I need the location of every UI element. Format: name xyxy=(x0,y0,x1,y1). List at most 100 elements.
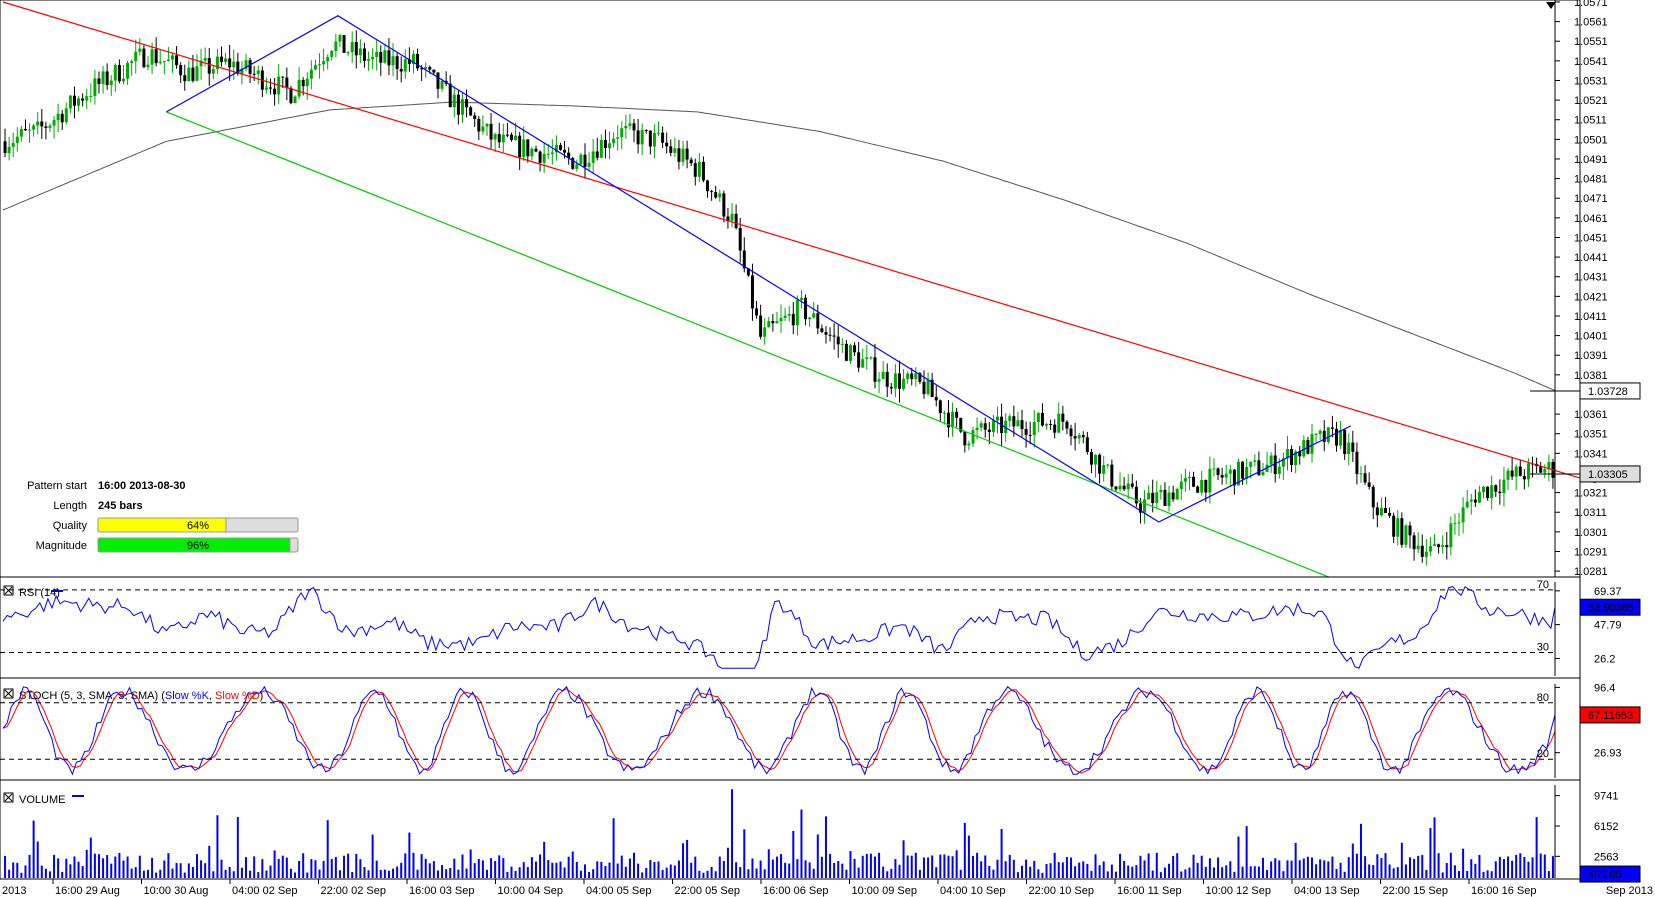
rsi-title: RSI (14) xyxy=(19,587,60,599)
candle-body xyxy=(1408,525,1412,536)
candle-body xyxy=(816,313,820,329)
volume-bar xyxy=(865,853,868,878)
candle xyxy=(375,40,379,71)
volume-bar xyxy=(200,860,203,878)
volume-bar xyxy=(48,871,51,878)
candle xyxy=(485,123,489,136)
candle xyxy=(126,60,130,85)
volume-bar xyxy=(1396,867,1399,878)
volume-bar xyxy=(1286,860,1289,878)
volume-bar xyxy=(506,871,509,878)
candle xyxy=(722,190,726,223)
volume-bar xyxy=(833,862,836,878)
candle xyxy=(1477,485,1481,504)
candle xyxy=(11,132,15,158)
candle xyxy=(951,402,955,437)
candle-body xyxy=(1502,479,1506,494)
candle xyxy=(844,339,848,362)
magnitude-value: 96% xyxy=(187,540,209,552)
time-tick-label: 16:00 11 Sep xyxy=(1117,885,1182,897)
volume-bar xyxy=(890,868,893,878)
candle xyxy=(526,139,530,163)
volume-bar xyxy=(392,868,395,878)
volume-bar xyxy=(310,859,313,878)
candle-body xyxy=(395,56,399,69)
volume-bar xyxy=(196,854,198,878)
price-tick-label: 1.0381 xyxy=(1574,370,1608,382)
candle-body xyxy=(1110,464,1114,487)
volume-bar xyxy=(1519,853,1522,878)
volume-bar xyxy=(1380,857,1383,878)
candle-body xyxy=(68,95,72,109)
candle xyxy=(1028,421,1032,445)
candle-body xyxy=(767,321,771,328)
volume-bar xyxy=(318,869,321,878)
volume-bar xyxy=(853,858,856,878)
price-tick-label: 1.0501 xyxy=(1574,134,1608,146)
volume-bar xyxy=(400,862,403,878)
candle-body xyxy=(689,159,693,164)
candle xyxy=(934,385,938,407)
volume-bar xyxy=(408,832,411,878)
candle-body xyxy=(142,48,146,68)
volume-bar xyxy=(1302,858,1305,878)
candle xyxy=(755,300,759,319)
volume-bar xyxy=(85,849,88,878)
candle xyxy=(657,121,661,136)
candle xyxy=(869,356,873,360)
candle xyxy=(1045,422,1049,430)
candle-body xyxy=(375,51,379,57)
candle-body xyxy=(799,297,803,300)
candle-body xyxy=(558,145,562,150)
candle xyxy=(644,129,648,134)
candle-body xyxy=(538,151,542,163)
tick-label: 96.4 xyxy=(1594,682,1615,694)
candle-body xyxy=(342,35,346,53)
candle xyxy=(750,263,754,321)
volume-bar xyxy=(1200,855,1203,878)
volume-bar xyxy=(918,869,921,878)
candle xyxy=(979,420,983,432)
volume-bar xyxy=(1400,842,1403,878)
candle xyxy=(1433,534,1437,547)
candle-body xyxy=(371,56,375,60)
candle xyxy=(1326,426,1330,444)
volume-bar xyxy=(334,857,337,878)
candle xyxy=(1224,464,1228,485)
volume-bar xyxy=(1539,853,1542,878)
scroll-marker-icon[interactable] xyxy=(1546,2,1556,9)
candle xyxy=(440,78,444,92)
volume-bar xyxy=(1163,867,1166,878)
volume-bar xyxy=(81,866,84,878)
candle-body xyxy=(11,142,15,147)
volume-bar xyxy=(69,864,72,878)
candle xyxy=(906,371,910,384)
candle xyxy=(187,60,191,82)
candle xyxy=(701,156,705,183)
candle-body xyxy=(224,58,228,62)
candle-body xyxy=(32,125,36,130)
volume-bar xyxy=(653,862,656,878)
candle xyxy=(166,46,170,62)
volume-bar xyxy=(657,861,660,878)
candle-body xyxy=(134,51,138,62)
candle-body xyxy=(1416,545,1420,550)
candle xyxy=(1355,442,1359,485)
volume-bar xyxy=(1417,855,1420,878)
time-tick-label: 16:00 03 Sep xyxy=(409,885,474,897)
volume-bar xyxy=(273,850,276,878)
candle xyxy=(154,37,158,67)
candle xyxy=(771,313,775,332)
candle-body xyxy=(759,315,763,337)
candle-body xyxy=(640,129,644,145)
candle xyxy=(1510,456,1514,481)
candle xyxy=(456,90,460,125)
volume-bar xyxy=(645,867,648,878)
candle xyxy=(68,94,72,114)
candle xyxy=(820,324,824,334)
candle xyxy=(1110,459,1114,491)
volume-bar xyxy=(1008,854,1011,878)
candle xyxy=(195,53,199,82)
candle xyxy=(175,46,179,69)
candle xyxy=(1543,464,1547,478)
